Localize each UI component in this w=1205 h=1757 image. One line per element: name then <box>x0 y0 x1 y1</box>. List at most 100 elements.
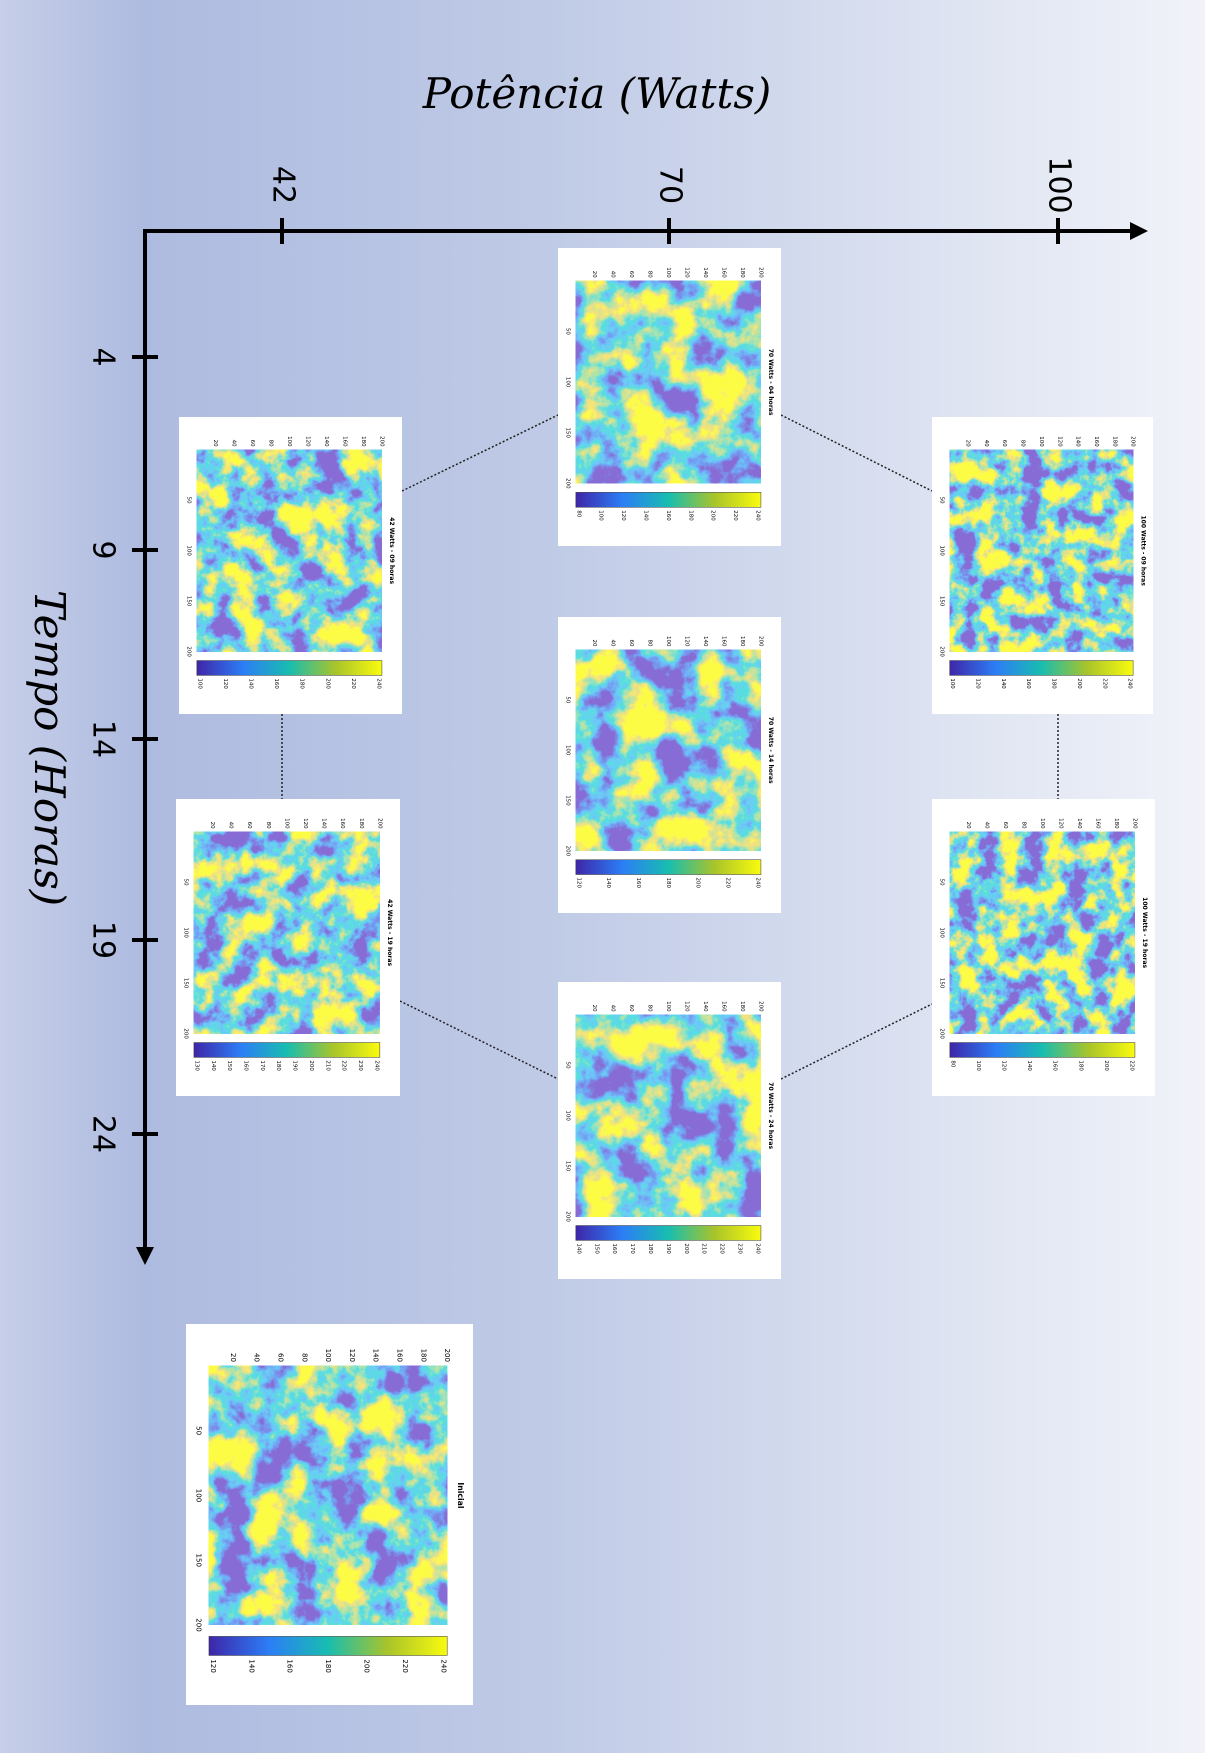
colorbar-tick-label: 100 <box>598 510 604 521</box>
row-tick-label: 20 <box>965 440 971 447</box>
diagram: Potência (Watts) Tempo (Horas) 427010049… <box>0 0 1205 1753</box>
row-tick-label: 20 <box>965 822 971 829</box>
y-axis-title: Tempo (Horas) <box>25 590 74 906</box>
colorbar-tick-label: 100 <box>949 678 955 689</box>
row-tick-label: 120 <box>683 636 689 647</box>
row-tick-label: 20 <box>591 640 597 647</box>
colorbar-tick-label: 120 <box>1001 1060 1007 1071</box>
row-tick-label: 20 <box>212 440 218 447</box>
col-tick-label: 150 <box>938 596 944 607</box>
col-tick-label: 50 <box>185 497 191 504</box>
col-tick-label: 150 <box>938 978 944 989</box>
col-tick-label: 100 <box>195 1489 204 1503</box>
row-tick-label: 140 <box>1076 818 1082 829</box>
panel: 70 Watts - 14 horas204060801001201401601… <box>564 636 774 888</box>
colorbar-tick-label: 190 <box>665 1243 671 1254</box>
row-tick-label: 40 <box>609 1005 615 1012</box>
colorbar-tick-label: 180 <box>647 1243 653 1254</box>
row-tick-label: 200 <box>443 1349 452 1363</box>
colorbar-tick-label: 220 <box>732 510 738 521</box>
colorbar-tick-label: 240 <box>373 1060 379 1071</box>
colorbar-tick-label: 220 <box>725 878 731 889</box>
y-tick-label: 9 <box>86 540 121 559</box>
panel-title: 70 Watts - 24 horas <box>767 1082 774 1149</box>
colorbar-tick-label: 120 <box>209 1659 218 1673</box>
row-tick-label: 160 <box>1094 818 1100 829</box>
panel-title: 100 Watts - 19 horas <box>1141 897 1148 968</box>
col-tick-label: 50 <box>564 696 570 703</box>
row-tick-label: 40 <box>228 822 234 830</box>
colorbar-tick-label: 80 <box>575 510 581 517</box>
colorbar-tick-label: 180 <box>665 878 671 889</box>
row-tick-label: 200 <box>757 267 763 278</box>
x-tick-label: 70 <box>653 166 688 204</box>
colorbar-tick-label: 180 <box>1051 678 1057 689</box>
colorbar-tick-label: 230 <box>357 1060 363 1071</box>
colorbar <box>194 1043 380 1058</box>
colorbar-tick-label: 100 <box>196 678 202 689</box>
colorbar-tick-label: 140 <box>247 1659 256 1673</box>
row-tick-label: 100 <box>1039 818 1045 829</box>
colorbar-tick-label: 140 <box>210 1060 216 1071</box>
x-tick-label: 100 <box>1042 156 1077 213</box>
colorbar-tick-label: 240 <box>754 510 760 521</box>
row-tick-label: 160 <box>720 636 726 647</box>
y-tick-label: 19 <box>86 921 121 959</box>
colorbar-tick-label: 200 <box>710 510 716 521</box>
colorbar-tick-label: 130 <box>193 1060 199 1071</box>
row-tick-label: 140 <box>1075 436 1081 447</box>
row-tick-label: 140 <box>321 818 327 829</box>
col-tick-label: 100 <box>564 745 570 756</box>
row-tick-label: 60 <box>628 1005 634 1012</box>
row-tick-label: 40 <box>253 1353 262 1362</box>
row-tick-label: 60 <box>246 822 252 830</box>
colorbar-tick-label: 180 <box>324 1659 333 1673</box>
row-tick-label: 200 <box>376 818 382 829</box>
row-tick-label: 100 <box>286 436 292 447</box>
colorbar-tick-label: 100 <box>975 1060 981 1071</box>
row-tick-label: 80 <box>300 1353 309 1362</box>
colorbar-tick-label: 240 <box>754 878 760 889</box>
col-tick-label: 100 <box>938 927 944 938</box>
heatmap <box>576 281 761 484</box>
row-tick-label: 120 <box>683 267 689 278</box>
row-tick-label: 60 <box>249 440 255 447</box>
colorbar-tick-label: 180 <box>687 510 693 521</box>
colorbar-tick-label: 160 <box>665 510 671 521</box>
col-tick-label: 150 <box>564 1161 570 1172</box>
row-tick-label: 80 <box>1020 440 1026 447</box>
panel-title: 42 Watts - 09 horas <box>388 517 395 584</box>
row-tick-label: 40 <box>609 271 615 278</box>
colorbar-tick-label: 170 <box>629 1243 635 1254</box>
colorbar-tick-label: 220 <box>1128 1060 1134 1071</box>
col-tick-label: 50 <box>195 1426 204 1435</box>
col-tick-label: 150 <box>182 978 188 989</box>
row-tick-label: 180 <box>360 436 366 447</box>
colorbar-tick-label: 150 <box>593 1243 599 1254</box>
colorbar-tick-label: 190 <box>292 1060 298 1071</box>
colorbar-tick-label: 160 <box>242 1060 248 1071</box>
row-tick-label: 120 <box>302 818 308 829</box>
row-tick-label: 160 <box>720 1001 726 1012</box>
colorbar <box>576 492 761 507</box>
col-tick-label: 150 <box>195 1553 204 1567</box>
row-tick-label: 20 <box>209 822 215 830</box>
row-tick-label: 140 <box>702 1001 708 1012</box>
row-tick-label: 140 <box>372 1349 381 1363</box>
row-tick-label: 180 <box>739 1001 745 1012</box>
colorbar <box>197 661 382 676</box>
col-tick-label: 100 <box>564 377 570 388</box>
row-tick-label: 60 <box>1001 440 1007 447</box>
colorbar-tick-label: 180 <box>1077 1060 1083 1071</box>
colorbar-tick-label: 140 <box>605 878 611 889</box>
colorbar-tick-label: 210 <box>324 1060 330 1071</box>
x-axis-title: Potência (Watts) <box>422 69 772 118</box>
panel: 100 Watts - 19 horas20406080100120140160… <box>938 818 1148 1071</box>
row-tick-label: 40 <box>609 640 615 647</box>
row-tick-label: 140 <box>702 267 708 278</box>
row-tick-label: 200 <box>378 436 384 447</box>
row-tick-label: 80 <box>646 640 652 647</box>
colorbar-tick-label: 200 <box>362 1659 371 1673</box>
